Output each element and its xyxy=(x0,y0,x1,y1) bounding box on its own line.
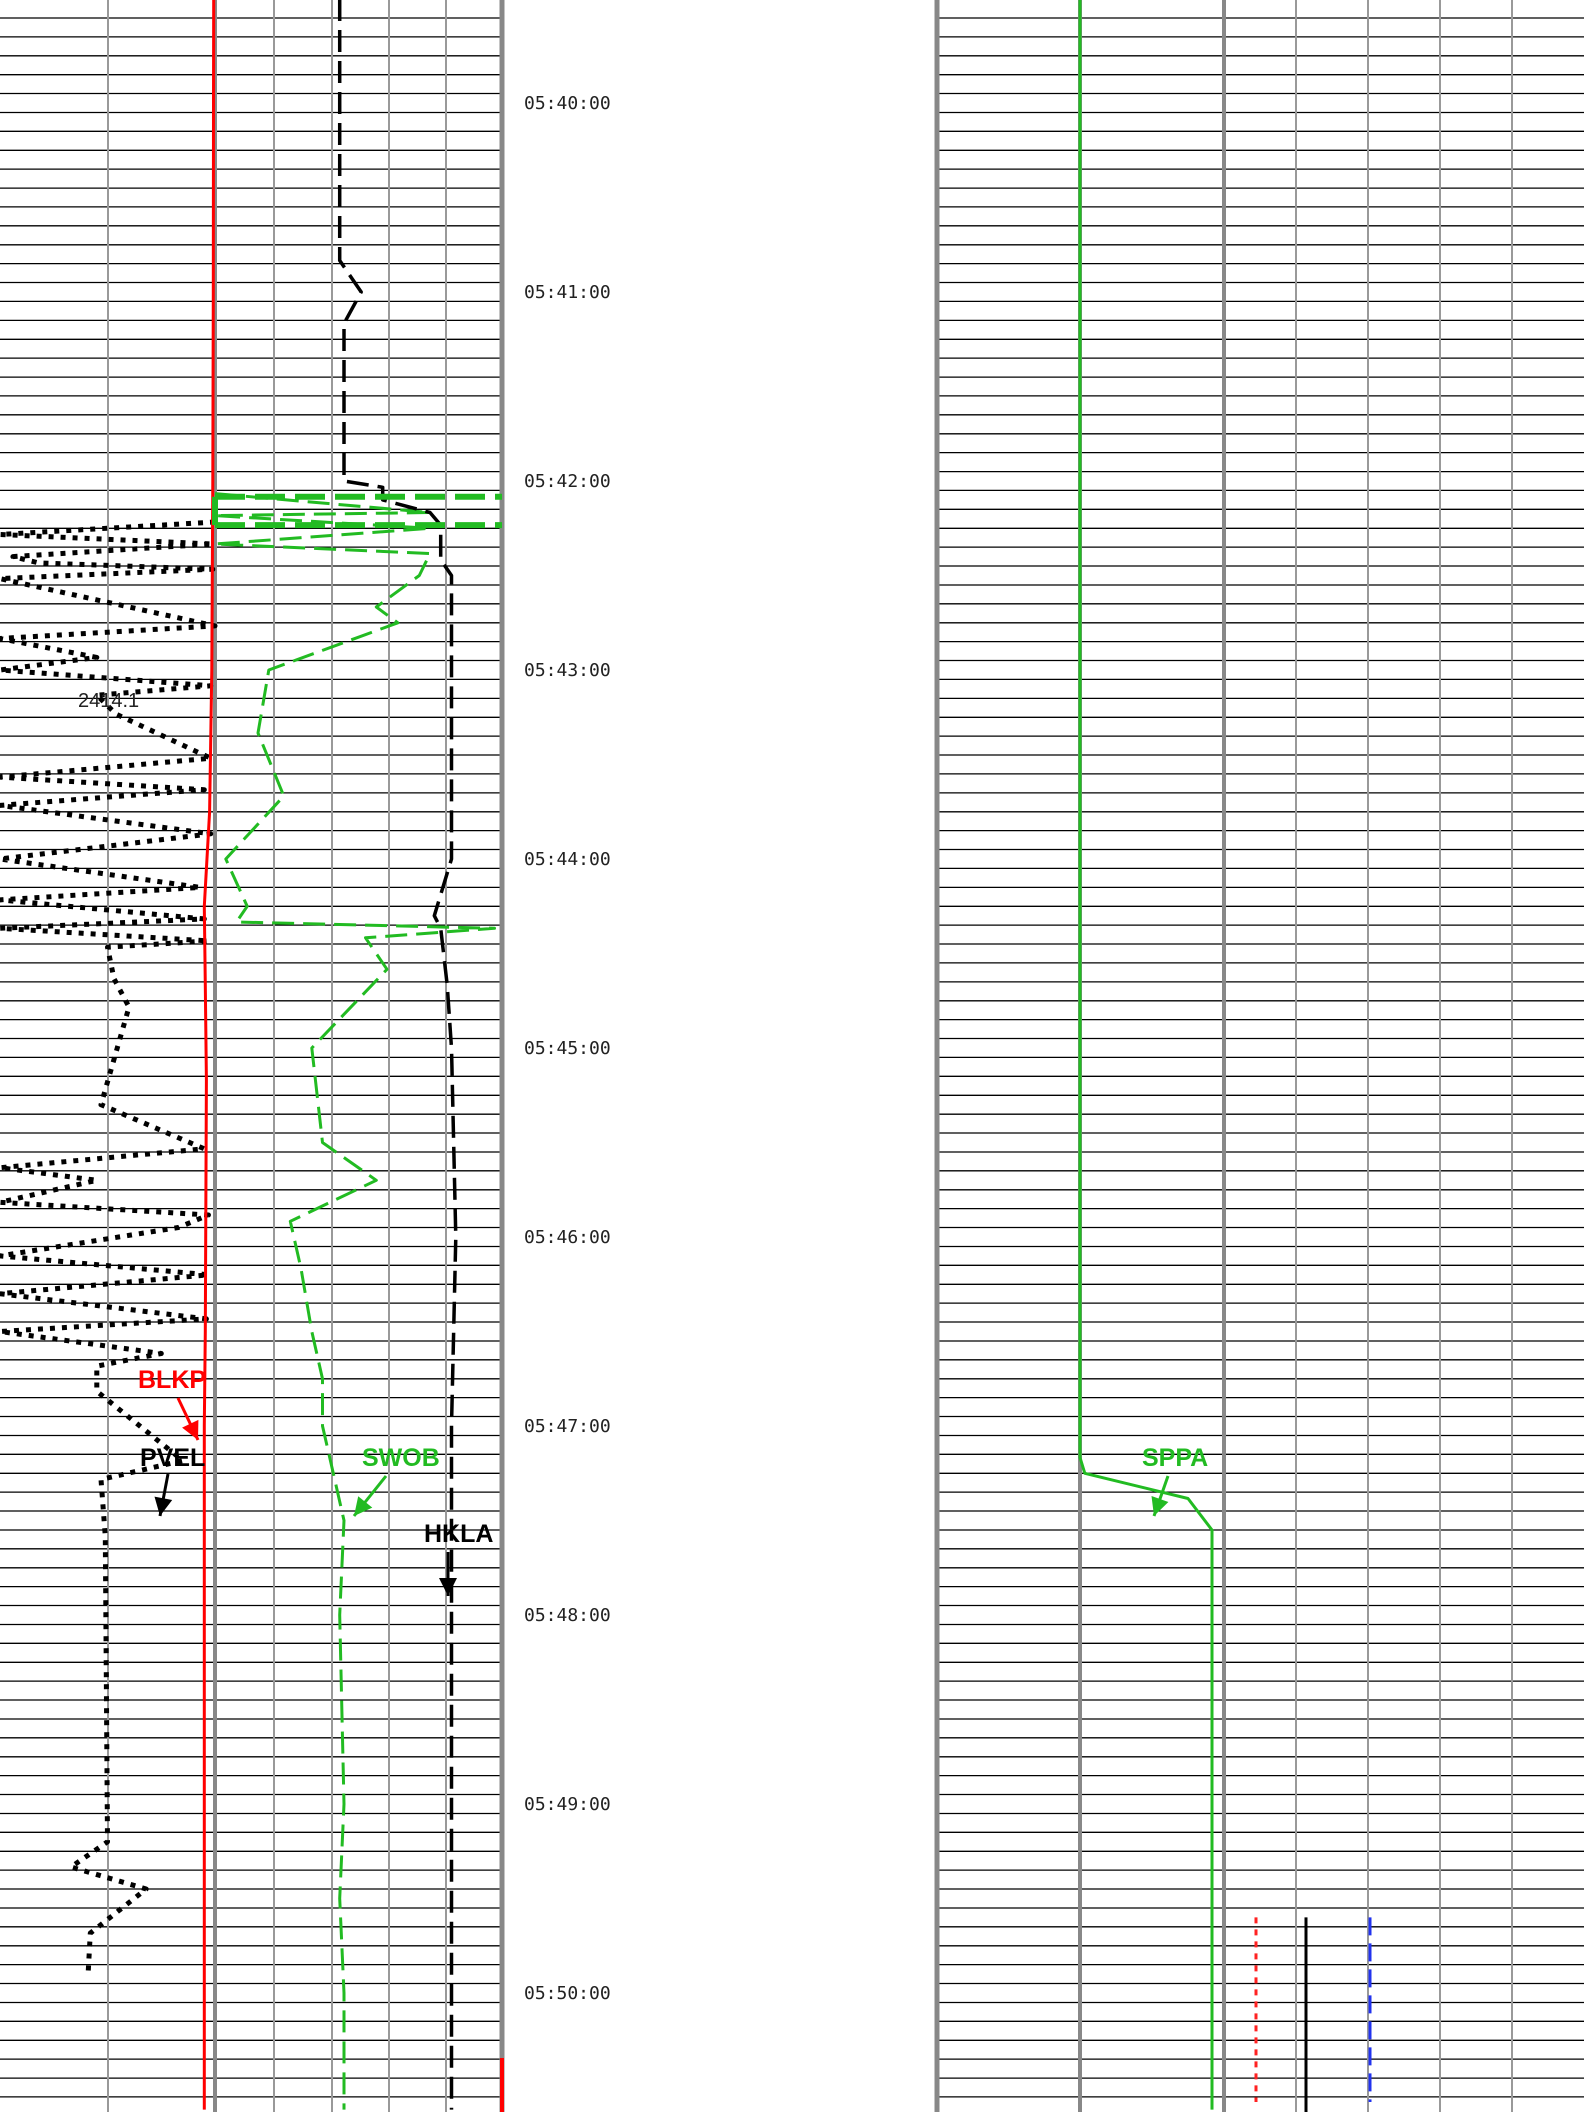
series-blkp-arrowhead xyxy=(182,1419,199,1440)
series-swob-line xyxy=(213,492,496,2110)
left-track-grid xyxy=(0,0,505,2112)
time-tick-label: 05:44:00 xyxy=(524,849,611,870)
curve-labels: PVEL BLKP SWOB HKLA SPPA xyxy=(138,1366,1208,1596)
time-tick-label: 05:49:00 xyxy=(524,1794,611,1815)
time-tick-label: 05:45:00 xyxy=(524,1038,611,1059)
chart-extras: 2414.1 xyxy=(78,690,139,712)
series-hkla-label: HKLA xyxy=(424,1520,493,1548)
series-hkla-arrowhead xyxy=(439,1578,457,1596)
series-sppa-line xyxy=(1078,0,1214,2110)
time-tick-label: 05:47:00 xyxy=(524,1416,611,1437)
series-pvel-line xyxy=(0,519,218,1975)
curves xyxy=(0,0,1372,2112)
series-sppa-label: SPPA xyxy=(1142,1444,1208,1472)
depth-value-label: 2414.1 xyxy=(78,690,139,712)
series-swob-label: SWOB xyxy=(362,1444,440,1472)
time-tick-label: 05:42:00 xyxy=(524,471,611,492)
series-hkla-line xyxy=(337,0,458,2110)
time-tick-label: 05:48:00 xyxy=(524,1605,611,1626)
time-axis-labels: 05:40:00 05:41:00 05:42:00 05:43:00 05:44:00… xyxy=(524,93,611,2004)
time-tick-label: 05:40:00 xyxy=(524,93,611,114)
series-sppa-arrowhead xyxy=(1151,1496,1169,1516)
series-blkp-line xyxy=(202,0,216,2110)
time-tick-label: 05:41:00 xyxy=(524,282,611,303)
right-track-grid xyxy=(934,0,1584,2112)
series-swob-arrowhead xyxy=(354,1496,373,1516)
series-pvel-label: PVEL xyxy=(140,1444,205,1472)
series-pvel-arrowhead xyxy=(154,1496,173,1516)
time-tick-label: 05:50:00 xyxy=(524,1983,611,2004)
series-blkp-label: BLKP xyxy=(138,1366,206,1394)
time-tick-label: 05:43:00 xyxy=(524,660,611,681)
time-tick-label: 05:46:00 xyxy=(524,1227,611,1248)
